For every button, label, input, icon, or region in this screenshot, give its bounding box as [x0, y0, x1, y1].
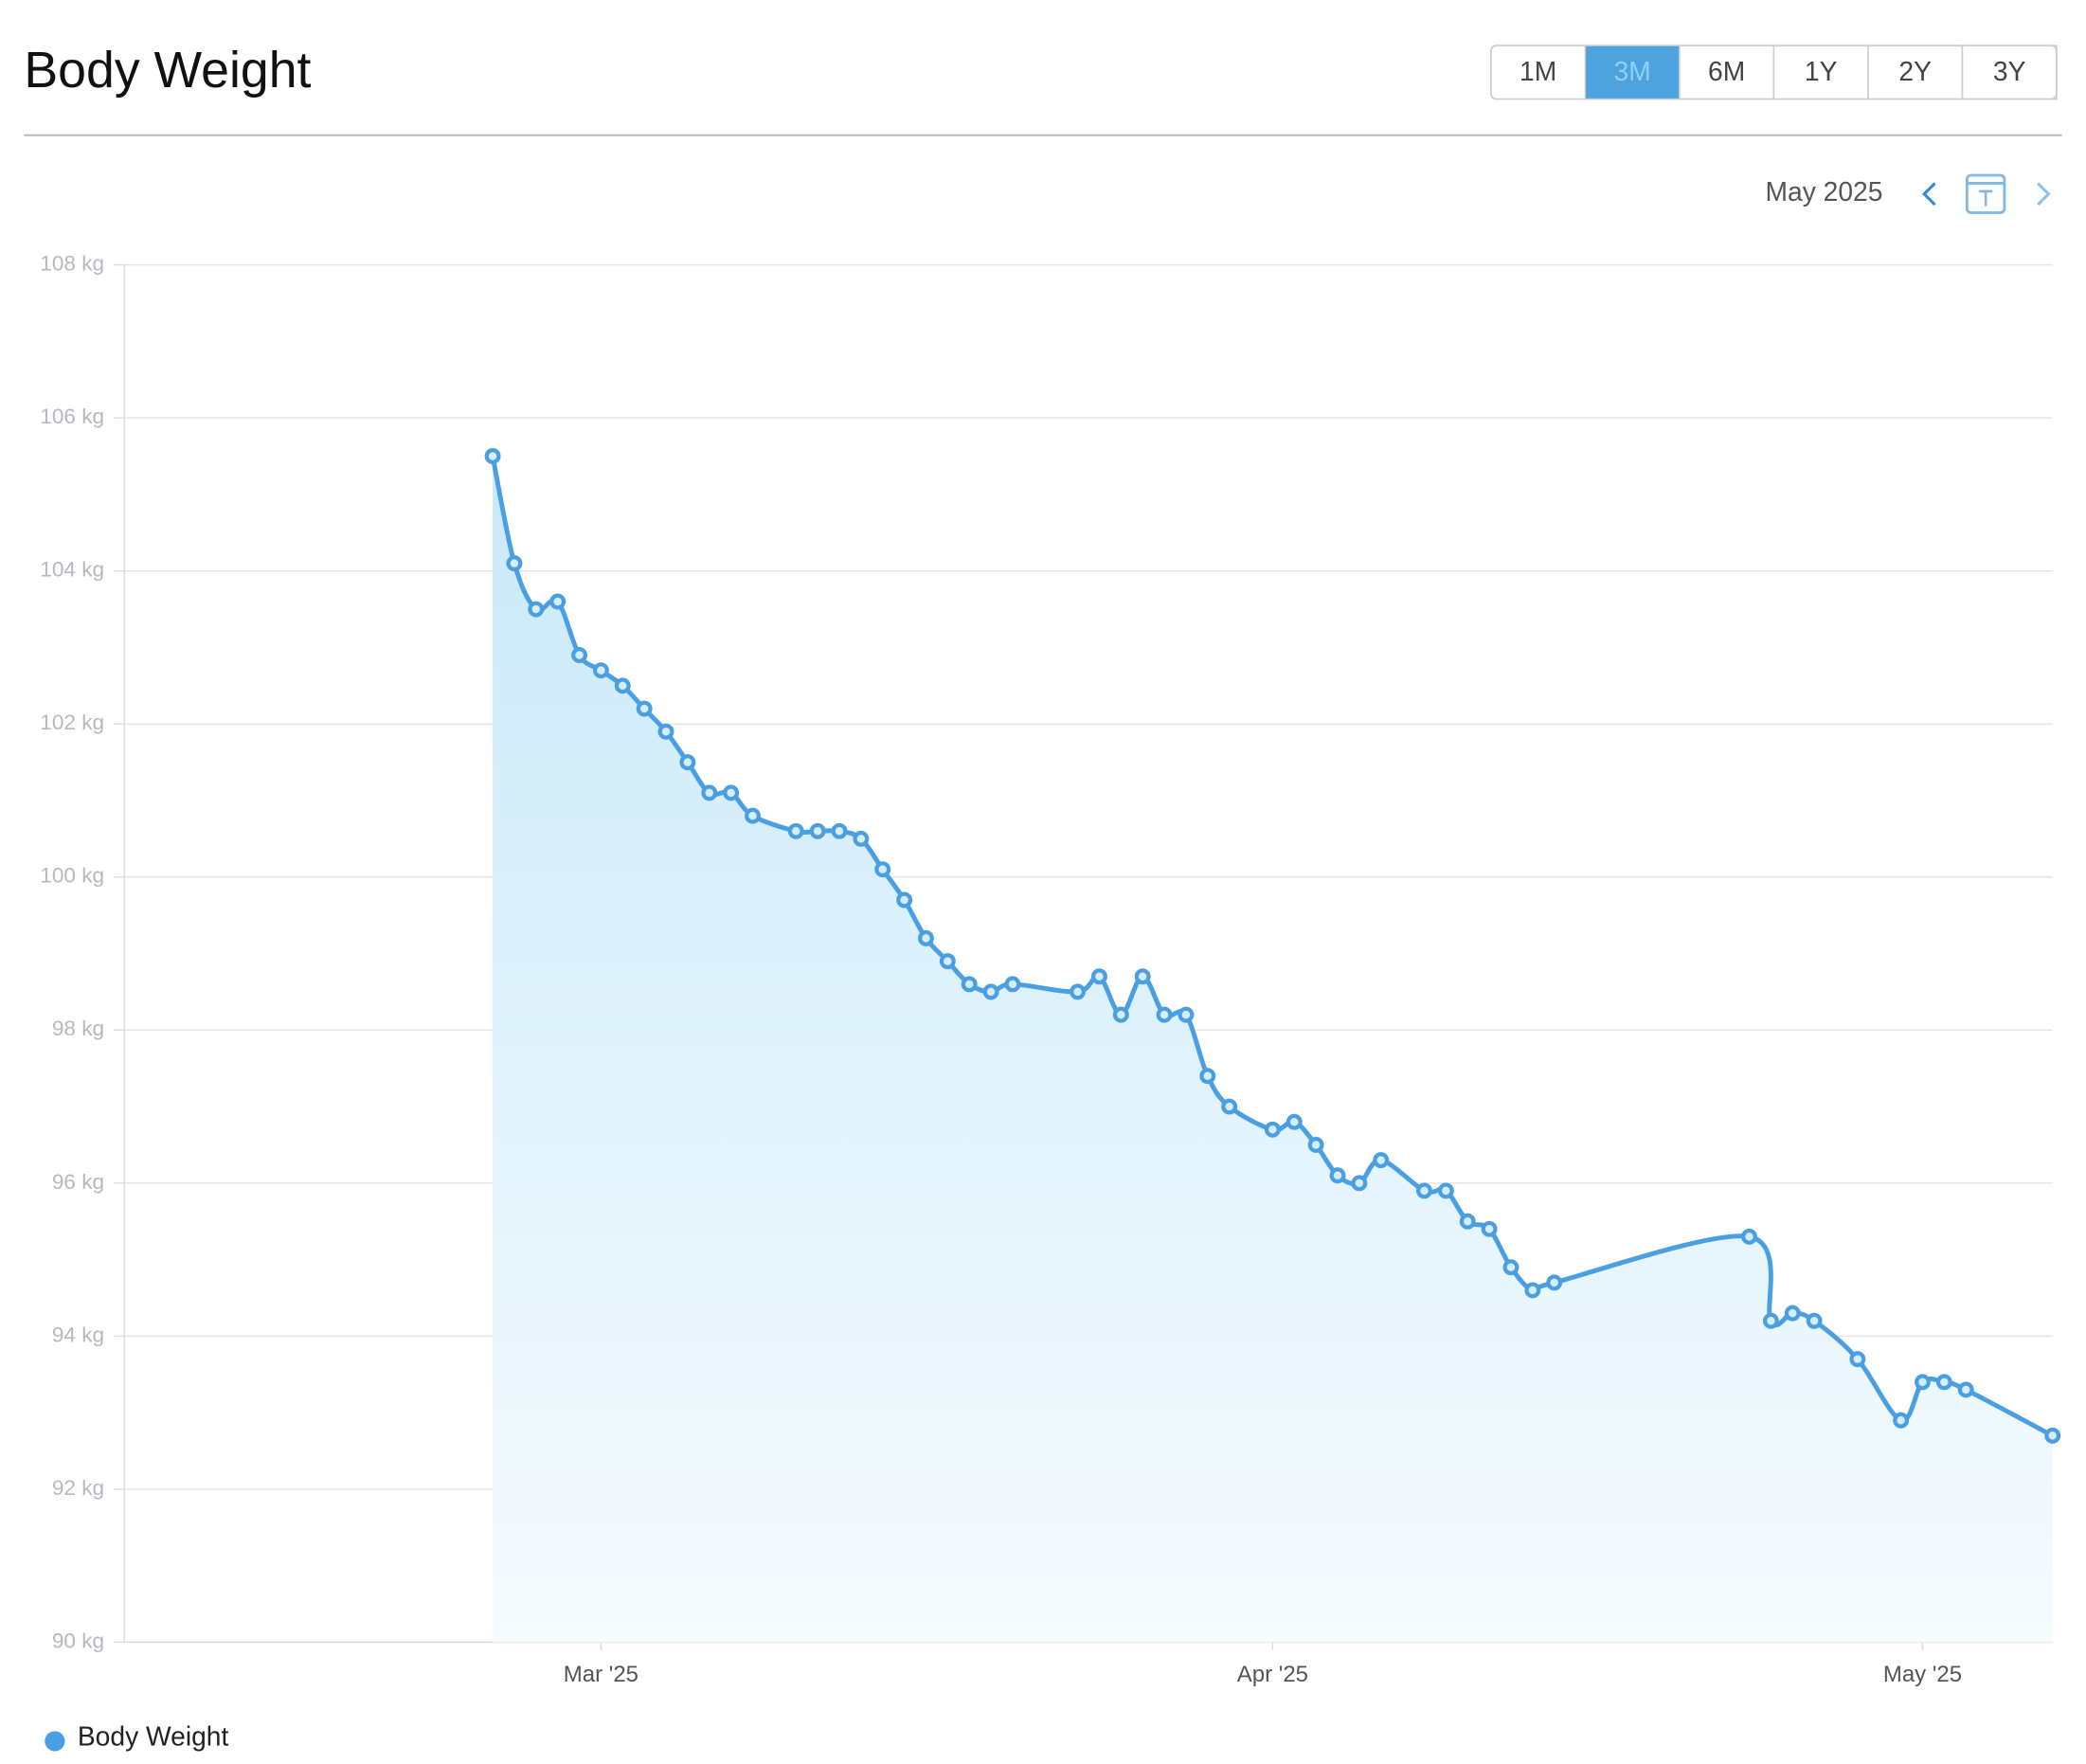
y-tick-label: 94 kg: [52, 1323, 104, 1346]
x-tick-label: May '25: [1883, 1662, 1962, 1687]
area: [493, 456, 2053, 1643]
point[interactable]: [1546, 1274, 1563, 1291]
point[interactable]: [831, 822, 848, 839]
point[interactable]: [1524, 1282, 1541, 1299]
point[interactable]: [1070, 983, 1087, 1000]
y-tick-label: 96 kg: [52, 1170, 104, 1194]
point[interactable]: [1090, 968, 1107, 985]
point[interactable]: [1437, 1182, 1454, 1199]
point[interactable]: [1286, 1113, 1303, 1130]
point[interactable]: [1502, 1259, 1520, 1276]
point[interactable]: [745, 807, 761, 824]
point[interactable]: [1784, 1305, 1801, 1322]
month-label: May 2025: [1766, 176, 1883, 207]
range-label: 1M: [1520, 56, 1556, 86]
point[interactable]: [1156, 1006, 1173, 1023]
next-button[interactable]: [2037, 182, 2051, 207]
point[interactable]: [1806, 1312, 1823, 1329]
x-tick-label: Apr '25: [1237, 1662, 1308, 1687]
calendar-button[interactable]: [1965, 173, 2006, 214]
point[interactable]: [1935, 1374, 1952, 1391]
point[interactable]: [1264, 1121, 1281, 1138]
point[interactable]: [982, 983, 999, 1000]
chart: 90 kg 92 kg 94 kg 96 kg 98 kg 100 kg 102 kg 104…: [40, 252, 2061, 1752]
legend-label: Body Weight: [78, 1721, 229, 1752]
point[interactable]: [1849, 1351, 1866, 1368]
range-label: 6M: [1708, 56, 1745, 86]
point[interactable]: [1459, 1213, 1476, 1230]
point[interactable]: [896, 891, 913, 909]
point[interactable]: [484, 448, 501, 464]
page-title: Body Weight: [24, 42, 311, 99]
point[interactable]: [1893, 1412, 1910, 1429]
range-label: 3Y: [1993, 56, 2026, 86]
point[interactable]: [1481, 1220, 1498, 1237]
point[interactable]: [853, 830, 870, 847]
point[interactable]: [2044, 1427, 2061, 1444]
point[interactable]: [1915, 1374, 1931, 1391]
point[interactable]: [592, 662, 609, 679]
range-label: 3M: [1614, 56, 1651, 86]
y-tick-label: 108 kg: [40, 252, 104, 276]
y-tick-label: 106 kg: [40, 405, 104, 428]
point[interactable]: [1178, 1006, 1195, 1023]
point[interactable]: [679, 754, 696, 771]
y-tick-label: 98 kg: [52, 1017, 104, 1040]
point[interactable]: [1329, 1167, 1346, 1184]
point[interactable]: [701, 784, 718, 801]
range-label: 2Y: [1898, 56, 1932, 86]
point[interactable]: [961, 976, 978, 993]
point[interactable]: [1134, 968, 1151, 985]
range-label: 1Y: [1805, 56, 1838, 86]
point[interactable]: [1307, 1136, 1324, 1153]
point[interactable]: [1416, 1182, 1432, 1199]
y-tick-label: 90 kg: [52, 1629, 104, 1652]
point[interactable]: [1199, 1068, 1216, 1085]
point[interactable]: [1004, 976, 1021, 993]
point[interactable]: [506, 555, 523, 572]
y-tick-label: 92 kg: [52, 1476, 104, 1500]
point[interactable]: [657, 723, 674, 740]
legend-marker: [45, 1731, 65, 1752]
point[interactable]: [528, 601, 545, 618]
point[interactable]: [1351, 1175, 1368, 1192]
point[interactable]: [1373, 1152, 1390, 1169]
point[interactable]: [1221, 1098, 1238, 1115]
point[interactable]: [809, 822, 826, 839]
prev-button[interactable]: [1922, 182, 1936, 207]
point[interactable]: [874, 861, 891, 878]
point[interactable]: [614, 677, 631, 694]
y-tick-label: 104 kg: [40, 558, 104, 582]
point[interactable]: [723, 784, 740, 801]
point[interactable]: [549, 593, 566, 610]
point[interactable]: [1957, 1381, 1974, 1398]
range-button[interactable]: [1584, 45, 1681, 100]
x-tick-label: Mar '25: [564, 1662, 638, 1687]
point[interactable]: [1741, 1228, 1757, 1245]
point[interactable]: [636, 700, 653, 717]
point[interactable]: [571, 647, 588, 663]
point[interactable]: [917, 929, 934, 946]
point[interactable]: [787, 822, 804, 839]
point[interactable]: [1762, 1312, 1779, 1329]
y-tick-label: 102 kg: [40, 711, 104, 734]
y-tick-label: 100 kg: [40, 864, 104, 888]
point[interactable]: [1112, 1006, 1129, 1023]
point[interactable]: [939, 953, 956, 970]
range-button[interactable]: [1961, 45, 2058, 100]
range-selector: 1M 3M 6M 1Y 2Y 3Y: [1490, 45, 2058, 100]
